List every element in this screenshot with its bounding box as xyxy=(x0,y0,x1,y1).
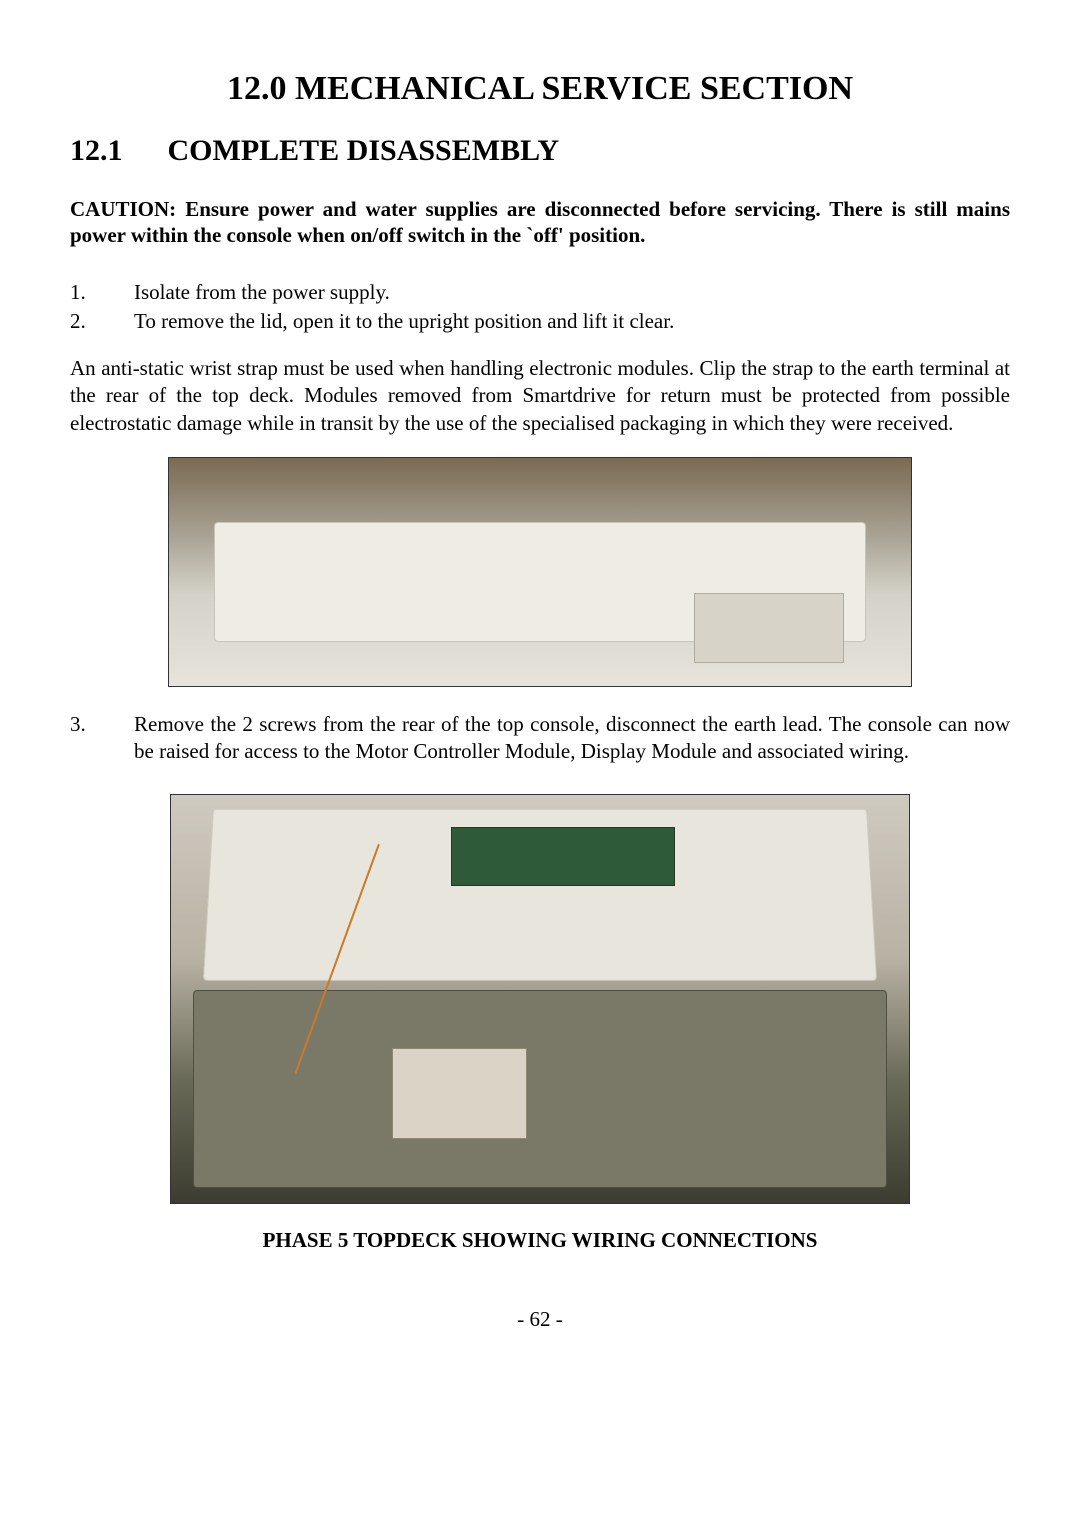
list-item: 3. Remove the 2 screws from the rear of … xyxy=(70,711,1010,766)
figure-module-shape xyxy=(392,1048,527,1140)
subsection-number: 12.1 xyxy=(70,134,160,168)
subsection-text: COMPLETE DISASSEMBLY xyxy=(168,134,560,167)
body-paragraph: An anti-static wrist strap must be used … xyxy=(70,355,1010,437)
step-number: 1. xyxy=(70,279,134,306)
subsection-title: 12.1 COMPLETE DISASSEMBLY xyxy=(70,134,1010,168)
step-number: 2. xyxy=(70,308,134,335)
step-list-b: 3. Remove the 2 screws from the rear of … xyxy=(70,711,1010,766)
page-number: - 62 - xyxy=(70,1307,1010,1332)
figure-caption: PHASE 5 TOPDECK SHOWING WIRING CONNECTIO… xyxy=(70,1228,1010,1253)
step-text: Isolate from the power supply. xyxy=(134,279,1010,306)
step-text: To remove the lid, open it to the uprigh… xyxy=(134,308,1010,335)
caution-paragraph: CAUTION: Ensure power and water supplies… xyxy=(70,196,1010,249)
figure-2-photo xyxy=(170,794,910,1204)
list-item: 2. To remove the lid, open it to the upr… xyxy=(70,308,1010,335)
figure-base-shape xyxy=(193,990,887,1188)
section-title: 12.0 MECHANICAL SERVICE SECTION xyxy=(70,70,1010,108)
step-number: 3. xyxy=(70,711,134,766)
figure-1-photo xyxy=(168,457,912,687)
list-item: 1. Isolate from the power supply. xyxy=(70,279,1010,306)
figure-pcb-shape xyxy=(451,827,674,886)
step-list-a: 1. Isolate from the power supply. 2. To … xyxy=(70,279,1010,336)
step-text: Remove the 2 screws from the rear of the… xyxy=(134,711,1010,766)
document-page: 12.0 MECHANICAL SERVICE SECTION 12.1 COM… xyxy=(0,0,1080,1528)
